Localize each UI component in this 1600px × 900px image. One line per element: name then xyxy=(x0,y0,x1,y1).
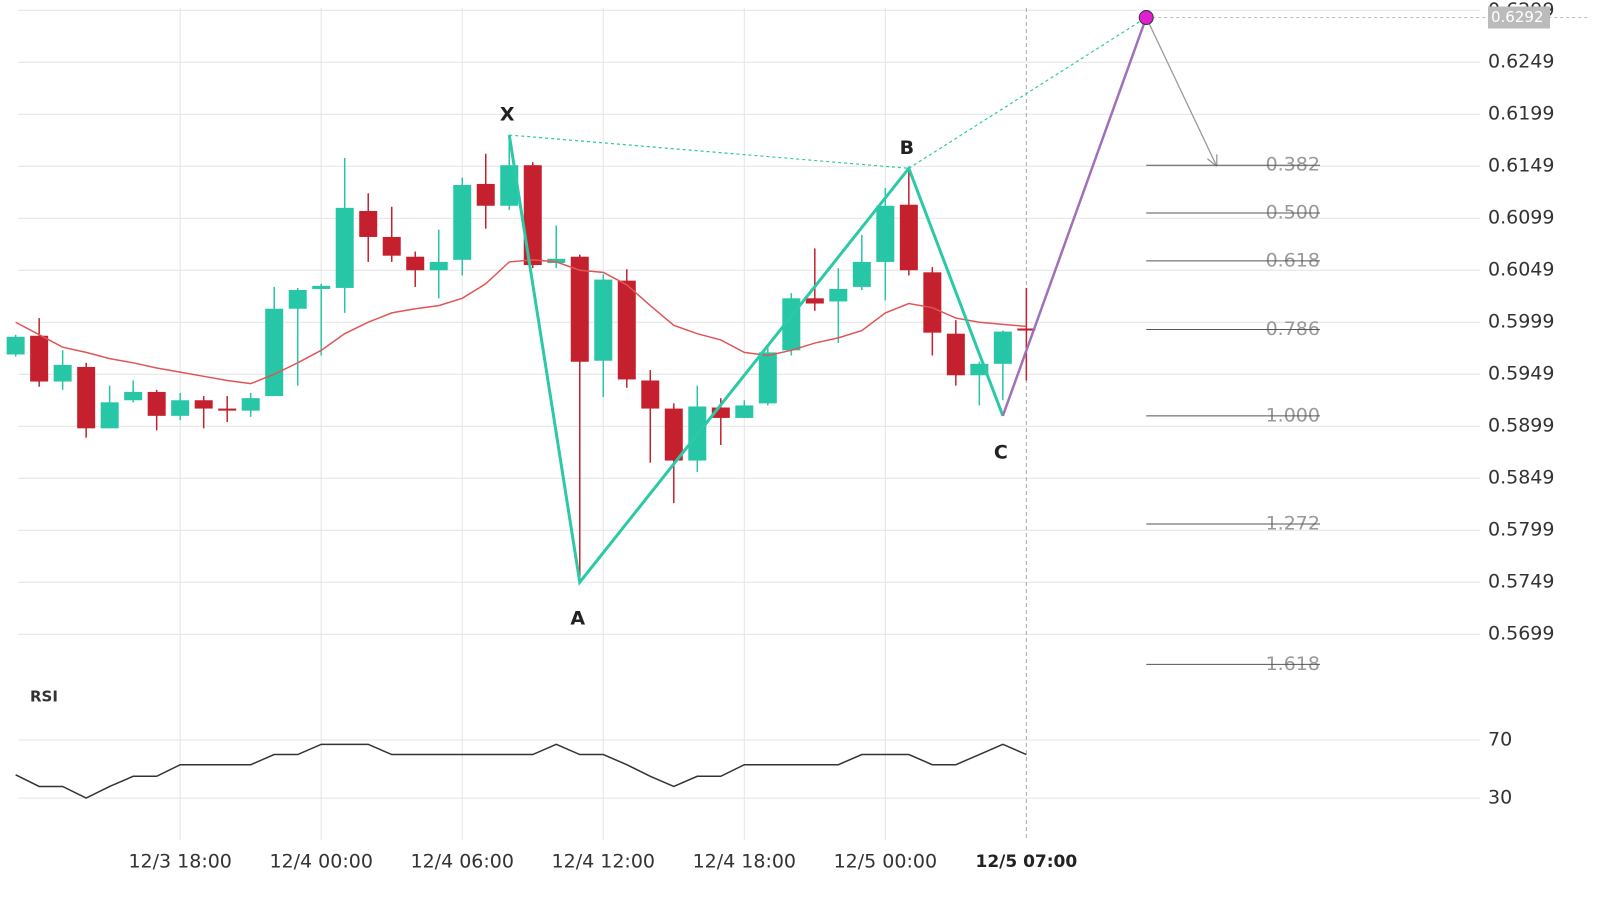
x-tick-label: 12/4 00:00 xyxy=(269,851,372,873)
candle-body xyxy=(476,183,495,206)
pattern-line xyxy=(507,134,1005,586)
candle-body xyxy=(77,366,96,429)
pattern-bd-line xyxy=(908,17,1147,169)
candle-body xyxy=(453,184,472,260)
y-tick-label: 70 xyxy=(1488,729,1512,751)
x-tick-label: 12/5 00:00 xyxy=(834,851,937,873)
candle-body xyxy=(6,336,25,355)
candle-body xyxy=(382,236,401,256)
pattern-point-label: C xyxy=(994,441,1008,463)
x-tick-label: 12/4 12:00 xyxy=(552,851,655,873)
candle-body xyxy=(923,272,942,333)
candle-body xyxy=(641,380,660,409)
y-tick-label: 0.6249 xyxy=(1488,51,1554,73)
candle-body xyxy=(312,285,331,289)
candle-body xyxy=(288,290,307,309)
candle-body xyxy=(899,204,918,271)
target-arrow xyxy=(1145,17,1218,167)
pattern-point-label: A xyxy=(570,608,585,630)
candle-body xyxy=(711,407,730,418)
candle-body xyxy=(993,331,1012,364)
rsi-line xyxy=(15,743,1027,799)
pattern-point-label: B xyxy=(900,137,914,159)
price-label: 0.6292 xyxy=(1491,8,1544,26)
y-tick-label: 0.6049 xyxy=(1488,259,1554,281)
candle-body xyxy=(664,408,683,461)
candle-body xyxy=(547,258,566,263)
candle-body xyxy=(852,261,871,287)
candle-body xyxy=(241,398,260,411)
candle-body xyxy=(829,288,848,302)
x-tick-label: 12/4 06:00 xyxy=(411,851,514,873)
y-tick-label: 0.6149 xyxy=(1488,155,1554,177)
candle-body xyxy=(147,391,166,416)
pattern-point-label: X xyxy=(500,104,515,126)
candle-body xyxy=(735,405,754,418)
candle-body xyxy=(523,165,542,266)
candle-body xyxy=(171,400,190,416)
pattern-cd-line xyxy=(1001,17,1148,417)
projection-marker xyxy=(1138,10,1154,26)
y-tick-label: 0.5999 xyxy=(1488,311,1554,333)
candle-body xyxy=(265,308,284,397)
pattern-xb-line xyxy=(509,134,909,169)
y-tick-label: 0.5949 xyxy=(1488,363,1554,385)
y-tick-label: 0.6199 xyxy=(1488,103,1554,125)
y-tick-label: 30 xyxy=(1488,787,1512,809)
moving-average-line xyxy=(15,259,1027,385)
candle-body xyxy=(194,400,213,409)
candle-body xyxy=(570,256,589,362)
candle-body xyxy=(617,280,636,380)
candle-body xyxy=(335,207,354,288)
candle-body xyxy=(594,279,613,361)
y-tick-label: 0.5699 xyxy=(1488,623,1554,645)
y-tick-label: 0.5899 xyxy=(1488,415,1554,437)
candle-body xyxy=(876,205,895,262)
candle-body xyxy=(946,333,965,376)
x-tick-label: 12/4 18:00 xyxy=(693,851,796,873)
candle-body xyxy=(218,408,237,411)
y-tick-label: 0.5749 xyxy=(1488,571,1554,593)
x-tick-label: 12/3 18:00 xyxy=(128,851,231,873)
rsi-title: RSI xyxy=(30,688,58,706)
current-x-label: 12/5 07:00 xyxy=(975,852,1077,872)
candle-body xyxy=(359,210,378,237)
candle-body xyxy=(1017,328,1036,331)
candle-body xyxy=(500,165,519,206)
candle-body xyxy=(406,256,425,271)
candle-body xyxy=(124,391,143,401)
y-tick-label: 0.5849 xyxy=(1488,467,1554,489)
candle-body xyxy=(53,364,72,382)
candle-body xyxy=(758,352,777,404)
price-label-box xyxy=(1488,6,1550,29)
y-tick-label: 0.6099 xyxy=(1488,207,1554,229)
candle-body xyxy=(429,261,448,271)
candle-body xyxy=(805,298,824,304)
y-tick-label: 0.5799 xyxy=(1488,519,1554,541)
candle-body xyxy=(970,363,989,376)
candle-body xyxy=(30,335,49,382)
candle-body xyxy=(100,402,119,429)
